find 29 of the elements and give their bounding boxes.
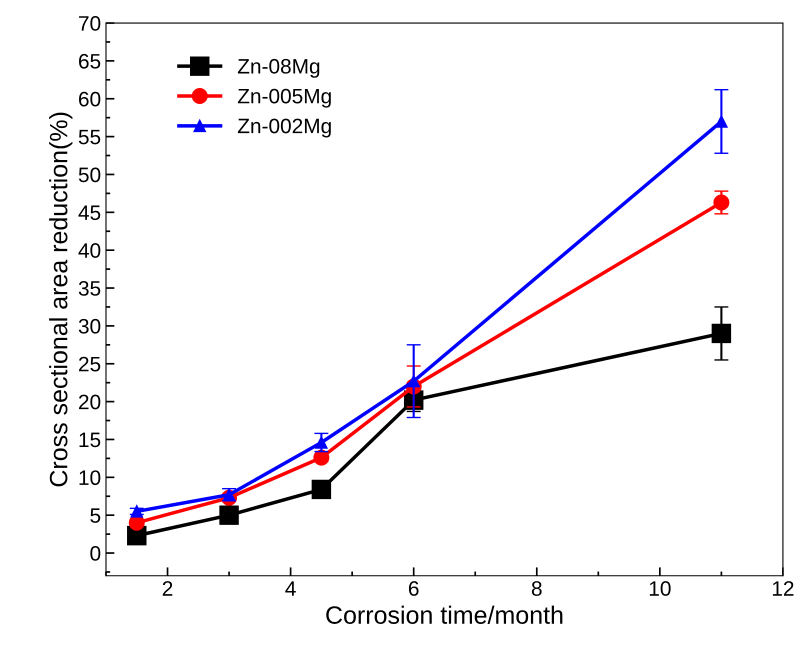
- x-tick-label: 8: [532, 581, 542, 596]
- y-tick-label: 20: [79, 394, 100, 410]
- point: [219, 505, 239, 525]
- point: [312, 480, 332, 500]
- y-tick-label: 50: [78, 167, 100, 182]
- y-tick-label: 60: [79, 92, 100, 106]
- y-tick-label: 70: [79, 16, 100, 31]
- legend-label: Zn-005Mg: [238, 88, 331, 108]
- legend-label: Zn-002Mg: [238, 118, 331, 138]
- x-tick-label: 6: [408, 581, 419, 596]
- y-tick-label: 35: [78, 281, 100, 296]
- x-tick-label: 12: [772, 581, 794, 596]
- y-tick-label: 30: [78, 318, 100, 334]
- y-tick-label: 25: [79, 356, 100, 372]
- legend-label: Zn-08Mg: [238, 58, 320, 78]
- x-tick-label: 2: [162, 581, 172, 596]
- x-axis-title: Corrosion time/month: [326, 606, 562, 624]
- y-tick-label: 10: [80, 470, 100, 486]
- y-tick-label: 0: [90, 546, 100, 561]
- x-tick-label: 4: [285, 581, 296, 596]
- y-tick-label: 65: [79, 54, 100, 69]
- y-axis-title: Cross sectional area reduction(%): [49, 112, 72, 486]
- y-tick-label: 5: [90, 508, 100, 523]
- y-tick-label: 40: [78, 243, 100, 258]
- y-tick-label: 55: [78, 130, 100, 144]
- point: [712, 324, 732, 344]
- y-tick-label: 15: [80, 432, 100, 448]
- y-tick-label: 45: [78, 206, 100, 220]
- x-tick-label: 10: [650, 581, 671, 596]
